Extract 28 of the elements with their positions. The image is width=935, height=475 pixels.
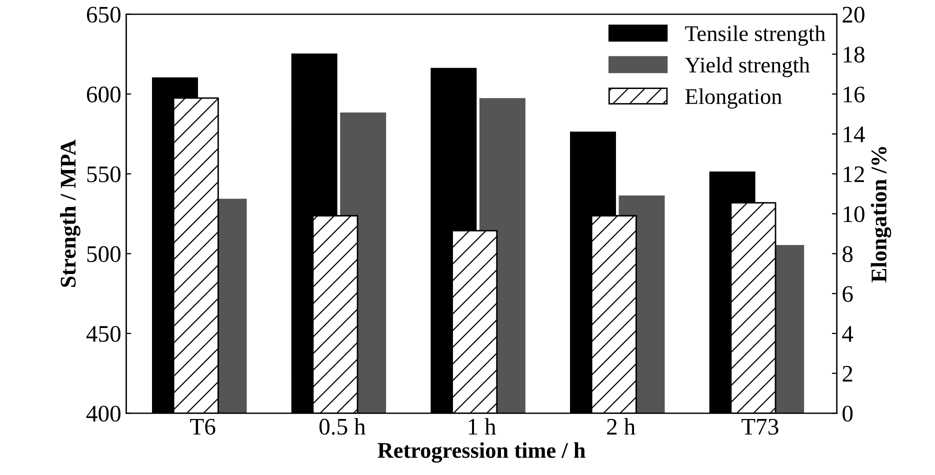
- y2-tick-label: 16: [844, 86, 865, 102]
- y-tick-label: 450: [86, 326, 120, 342]
- y2-tick-label: 18: [844, 46, 864, 63]
- x-tick-label: 0.5 h: [319, 418, 366, 435]
- y-tick-label: 550: [87, 166, 120, 182]
- y2-tick-label: 10: [844, 206, 864, 222]
- y2-tick-label: 2: [842, 366, 852, 382]
- legend-label: Elongation: [685, 88, 782, 109]
- y2-tick-label: 6: [842, 286, 853, 302]
- y2-tick-label: 4: [842, 326, 854, 342]
- x-axis-title: Retrogression time / h: [378, 442, 586, 463]
- y2-tick-label: 12: [844, 166, 864, 182]
- x-tick-label: 1 h: [468, 418, 496, 434]
- x-tick-label: T73: [742, 418, 778, 435]
- y-tick-label: 400: [86, 406, 120, 422]
- y2-tick-label: 0: [842, 406, 853, 422]
- legend-label: Tensile strength: [685, 25, 826, 46]
- y-tick-label: 650: [86, 6, 120, 23]
- y-tick-label: 500: [87, 246, 120, 262]
- y-tick-label: 600: [86, 86, 120, 102]
- x-tick-label: T6: [190, 418, 216, 435]
- legend-label: Yield strength: [684, 56, 810, 78]
- x-tick-label: 2 h: [607, 418, 636, 434]
- y2-tick-label: 20: [842, 6, 864, 23]
- y-axis-title: Strength / MPA: [60, 140, 80, 287]
- y2-tick-label: 8: [842, 246, 853, 262]
- y2-axis-title: Elongation /%: [870, 146, 892, 282]
- y2-tick-label: 14: [844, 126, 865, 142]
